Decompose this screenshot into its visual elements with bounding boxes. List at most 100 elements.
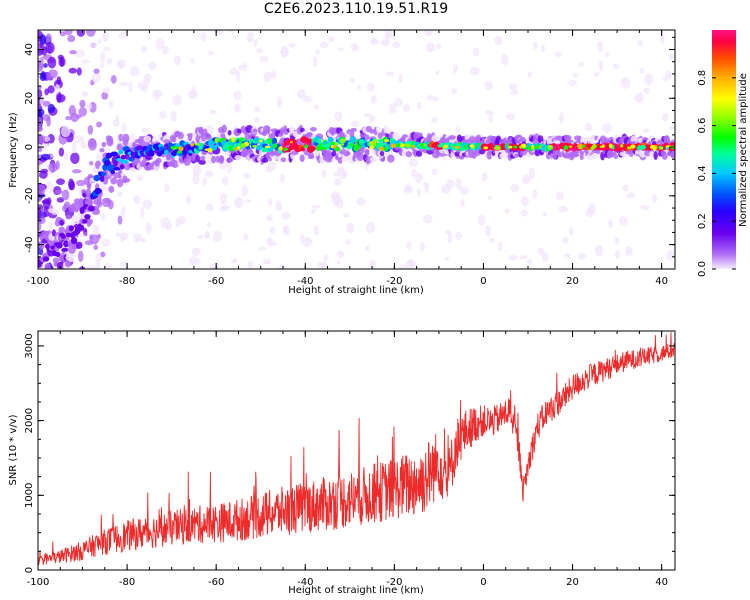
spectrogram-fleck — [521, 144, 527, 148]
spectrogram-panel: -100 -80 -60 -40 -20 0 20 40 -40 -20 0 20 40 Height … — [8, 29, 676, 296]
spectrogram-halo — [234, 154, 242, 161]
spectrogram-speckle — [220, 192, 228, 205]
spectrogram-fleck — [198, 146, 203, 150]
spectrogram-speckle — [622, 184, 629, 192]
spectrogram-speckle — [212, 230, 223, 243]
spectrogram-speckle — [54, 189, 63, 195]
spectrogram-fleck — [411, 144, 415, 149]
spectrogram-speckle — [639, 204, 650, 211]
spectrogram-speckle — [56, 178, 65, 185]
spectrogram-halo — [552, 151, 557, 160]
spectrogram-halo — [104, 147, 110, 154]
spectrogram-speckle — [38, 221, 42, 232]
spectrogram-speckle — [568, 79, 578, 87]
spectrogram-speckle — [86, 103, 92, 110]
spectrogram-fleck — [259, 139, 263, 143]
spectrogram-speckle — [55, 83, 61, 94]
spectrogram-speckle — [578, 252, 587, 260]
spectrogram-speckle — [47, 56, 57, 69]
spectrogram-ridge-cell — [115, 157, 124, 162]
spectrogram-speckle — [505, 112, 516, 121]
spectrogram-speckle — [119, 261, 128, 266]
spectrogram-fleck — [630, 144, 636, 149]
spectrogram-speckle — [447, 231, 453, 244]
spectrogram-speckle — [269, 226, 276, 235]
spectrogram-speckle — [392, 41, 401, 49]
spectrogram-halo — [198, 128, 204, 134]
colorbar-tick-label: 0.8 — [697, 70, 708, 86]
spectrogram-speckle — [87, 139, 97, 151]
spectrogram-speckle — [625, 246, 633, 257]
spectrogram-halo — [108, 185, 115, 193]
spectrogram-speckle — [59, 31, 67, 37]
spectrogram-speckle — [564, 252, 571, 258]
spectrogram-speckle — [542, 212, 548, 217]
spectrogram-speckle — [119, 81, 129, 87]
spectrogram-speckle — [86, 265, 97, 269]
spectrogram-speckle — [281, 211, 291, 220]
spectrogram-speckle — [519, 255, 528, 260]
spectrogram-speckle — [103, 262, 113, 269]
spectrogram-speckle — [608, 218, 613, 229]
spectrogram-halo — [202, 128, 208, 136]
y-tick-label: 3000 — [24, 333, 35, 358]
spectrogram-ridge-cell — [211, 144, 217, 151]
spectrogram-halo — [405, 151, 413, 158]
spectrogram-halo — [380, 157, 385, 163]
spectrogram-halo — [589, 136, 595, 144]
spectrogram-speckle — [142, 199, 153, 210]
spectrogram-fleck — [627, 146, 631, 150]
spectrogram-speckle — [257, 246, 267, 251]
spectrogram-fleck — [283, 147, 288, 151]
spectrogram-speckle — [241, 184, 248, 197]
spectrogram-speckle — [38, 159, 42, 166]
spectrogram-fleck — [240, 143, 247, 148]
spectrogram-ridge-cell — [68, 225, 74, 232]
spectrogram-speckle — [510, 183, 519, 193]
spectrogram-speckle — [247, 261, 254, 269]
spectrogram-ridge-cell — [87, 199, 93, 207]
spectrogram-speckle — [38, 48, 44, 56]
spectrogram-ridge-cell — [88, 205, 95, 212]
spectrogram-speckle — [147, 61, 157, 70]
spectrogram-halo — [356, 152, 364, 162]
spectrogram-speckle — [99, 62, 105, 68]
spectrogram-ridge-cell — [65, 232, 72, 238]
spectrogram-fleck — [339, 138, 346, 144]
spectrogram-halo — [653, 150, 658, 160]
spectrogram-speckle — [84, 240, 94, 246]
spectrogram-halo — [58, 255, 64, 262]
spectrogram-fleck — [547, 144, 553, 150]
spectrogram-ridge-cell — [271, 137, 278, 145]
spectrogram-speckle — [68, 67, 78, 74]
spectrogram-ridge-cell — [82, 219, 88, 224]
spectrogram-speckle — [368, 115, 375, 123]
spectrogram-speckle — [614, 250, 621, 259]
spectrogram-speckle — [214, 30, 224, 35]
spectrogram-speckle — [422, 214, 433, 224]
spectrogram-fleck — [190, 143, 195, 147]
spectrogram-halo — [78, 233, 85, 238]
spectrogram-halo — [595, 149, 601, 155]
spectrogram-speckle — [425, 41, 436, 53]
spectrogram-speckle — [64, 116, 73, 121]
spectrogram-speckle — [80, 141, 88, 149]
spectrogram-speckle — [282, 225, 289, 233]
spectrogram-speckle — [365, 221, 376, 234]
x-tick-label: 40 — [655, 577, 668, 588]
spectrogram-speckle — [209, 109, 218, 115]
spectrogram-speckle — [38, 81, 41, 87]
spectrogram-speckle — [532, 41, 538, 50]
spectrogram-speckle — [388, 102, 398, 114]
spectrogram-speckle — [614, 236, 620, 245]
spectrogram-speckle — [129, 66, 140, 77]
spectrogram-speckle — [268, 70, 277, 79]
spectrogram-speckle — [78, 107, 87, 117]
spectrogram-ridge-cell — [77, 224, 85, 231]
x-tick-label: 20 — [566, 276, 579, 287]
spectrogram-speckle — [39, 42, 44, 49]
spectrogram-speckle — [279, 173, 286, 184]
spectrogram-halo — [252, 128, 258, 133]
spectrogram-ridge-cell — [119, 164, 125, 170]
spectrogram-speckle — [246, 31, 254, 43]
